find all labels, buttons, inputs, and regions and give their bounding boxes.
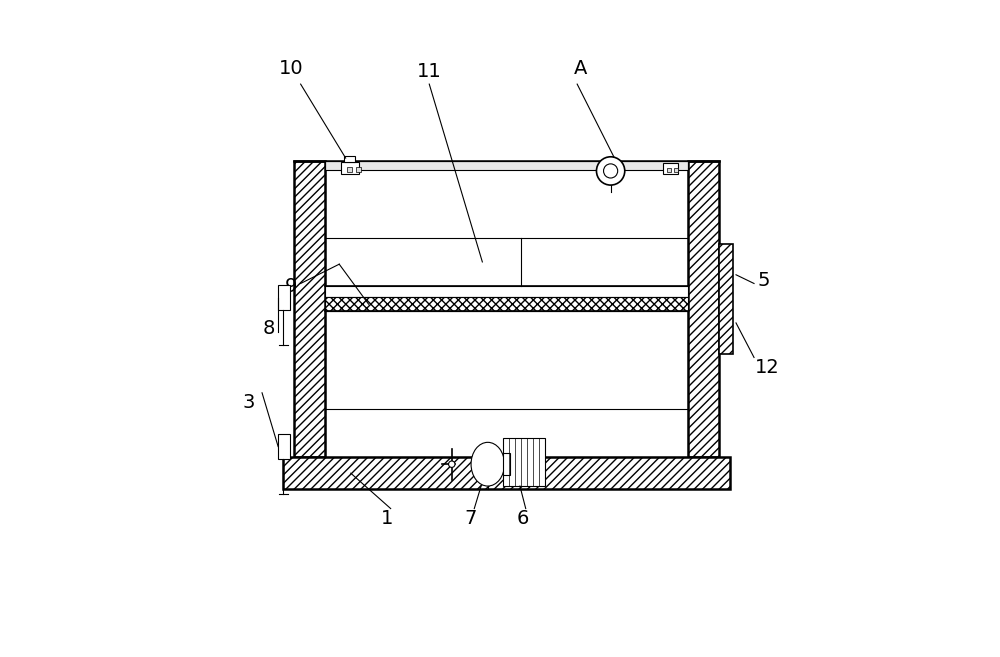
Circle shape: [449, 461, 455, 467]
Text: 9: 9: [285, 277, 297, 296]
Bar: [325, 297, 688, 311]
Bar: [688, 161, 719, 457]
Bar: [688, 161, 719, 457]
Text: 1: 1: [381, 509, 394, 528]
Text: 10: 10: [279, 58, 303, 78]
Bar: [283, 457, 730, 489]
Bar: [283, 457, 730, 489]
Bar: [674, 168, 678, 172]
Ellipse shape: [471, 442, 505, 486]
Bar: [278, 434, 290, 459]
Circle shape: [596, 157, 625, 185]
Circle shape: [604, 164, 618, 178]
Text: A: A: [574, 58, 587, 78]
Bar: [294, 161, 325, 457]
Bar: [325, 161, 688, 170]
Bar: [503, 438, 545, 486]
Bar: [325, 286, 688, 297]
Text: 3: 3: [243, 393, 255, 412]
Bar: [503, 453, 510, 475]
Bar: [344, 156, 355, 162]
Bar: [663, 163, 678, 173]
Bar: [356, 167, 361, 172]
Text: 5: 5: [757, 271, 770, 290]
Bar: [719, 244, 733, 353]
Bar: [341, 162, 359, 173]
Bar: [278, 285, 290, 310]
Bar: [347, 167, 352, 172]
Text: 7: 7: [465, 509, 477, 528]
Text: 8: 8: [262, 319, 275, 338]
Text: 12: 12: [755, 357, 779, 376]
Bar: [294, 161, 325, 457]
Bar: [325, 297, 688, 311]
Text: 11: 11: [417, 62, 442, 81]
Text: 6: 6: [516, 509, 529, 528]
Bar: [719, 244, 733, 353]
Bar: [667, 168, 671, 172]
